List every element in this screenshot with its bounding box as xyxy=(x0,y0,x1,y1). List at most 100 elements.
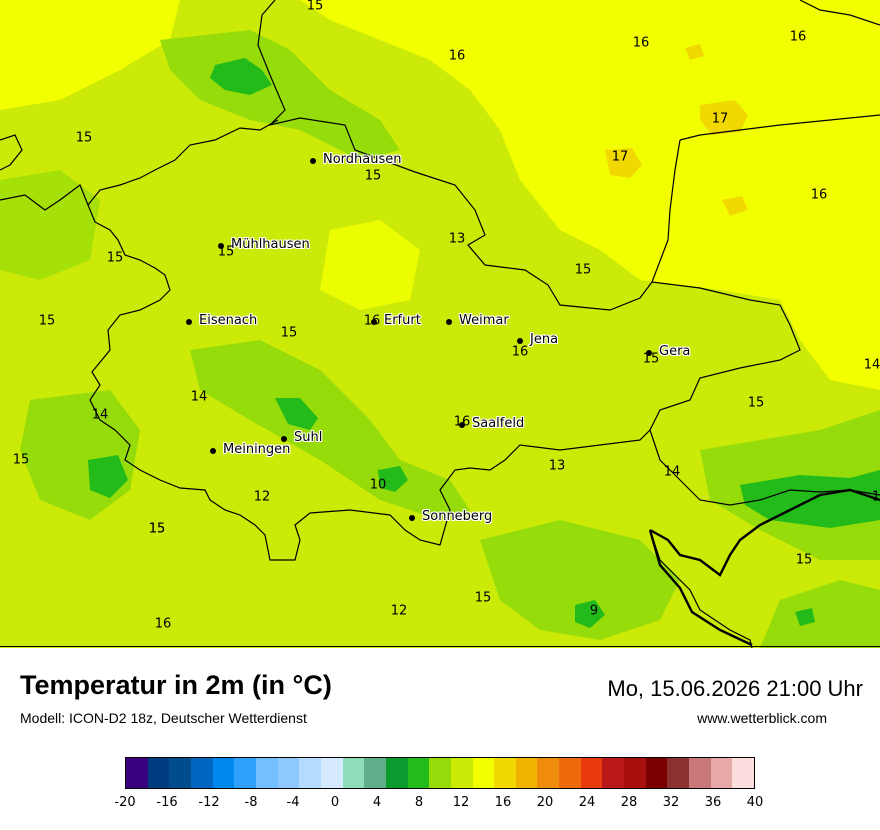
temp-label: 16 xyxy=(453,414,471,430)
color-legend-tick: -16 xyxy=(156,795,178,810)
color-legend-swatch xyxy=(624,758,646,788)
color-legend-swatch xyxy=(320,758,343,788)
color-legend-tick: 8 xyxy=(414,795,424,810)
city-dot xyxy=(517,338,523,344)
color-legend-swatch xyxy=(255,758,278,788)
color-legend-tick: 4 xyxy=(372,795,382,810)
city-dot xyxy=(310,158,316,164)
temp-label: 15 xyxy=(12,452,30,468)
temperature-map: Nordhausen Mühlhausen Eisenach Erfurt We… xyxy=(0,0,880,648)
temp-label: 16 xyxy=(632,35,650,51)
color-legend-ticks: -20 -16 -12 -8 -4 0 4 8 12 16 20 24 28 32 36 40 xyxy=(114,795,763,813)
color-legend-tick: 32 xyxy=(662,795,680,810)
color-legend-swatch xyxy=(277,758,300,788)
color-legend-swatch xyxy=(407,758,430,788)
temp-label: 15 xyxy=(280,325,298,341)
cool-zone-12 xyxy=(210,58,272,95)
forecast-datetime: Mo, 15.06.2026 21:00 Uhr xyxy=(607,676,863,701)
temp-label: 15 xyxy=(75,130,93,146)
temp-label: 12 xyxy=(253,489,271,505)
color-legend-swatch xyxy=(710,758,733,788)
national-border xyxy=(649,488,880,577)
temp-label: 15 xyxy=(747,395,765,411)
temp-label: 15 xyxy=(795,552,813,568)
city-label: Sonneberg xyxy=(422,509,493,524)
temp-label: 17 xyxy=(611,149,629,165)
temp-label: 9 xyxy=(589,603,599,619)
color-legend-swatch xyxy=(515,758,538,788)
color-legend-swatch xyxy=(190,758,213,788)
state-border xyxy=(87,0,801,561)
color-legend-swatch xyxy=(234,758,256,788)
color-legend-tick: -12 xyxy=(198,795,220,810)
color-legend-tick: -8 xyxy=(244,795,258,810)
color-legend-swatch xyxy=(580,758,603,788)
color-legend-swatch xyxy=(689,758,711,788)
color-legend-swatch xyxy=(537,758,560,788)
city-label: Eisenach xyxy=(199,313,258,328)
temp-label: 10 xyxy=(369,477,387,493)
color-legend-tick: -4 xyxy=(286,795,300,810)
temp-label: 1 xyxy=(871,489,880,505)
color-legend-swatch xyxy=(126,758,148,788)
color-legend xyxy=(125,757,755,789)
map-title: Temperatur in 2m (in °C) xyxy=(20,670,332,700)
city-dot xyxy=(446,319,452,325)
color-legend-swatch xyxy=(559,758,581,788)
color-legend-swatch xyxy=(364,758,386,788)
city-label: Gera xyxy=(659,344,691,359)
temp-label: 15 xyxy=(642,351,660,367)
color-legend-tick: 12 xyxy=(452,795,470,810)
map-canvas xyxy=(0,0,880,648)
city-dot xyxy=(371,319,377,325)
color-legend-swatch xyxy=(602,758,625,788)
temp-label: 16 xyxy=(810,187,828,203)
temp-label: 14 xyxy=(863,357,880,373)
color-legend-swatch xyxy=(147,758,170,788)
color-legend-tick: 40 xyxy=(746,795,764,810)
temp-label: 15 xyxy=(474,590,492,606)
temp-label: 16 xyxy=(448,48,466,64)
color-legend-tick: 28 xyxy=(620,795,638,810)
temp-label: 14 xyxy=(91,407,109,423)
color-legend-swatch xyxy=(494,758,516,788)
city-dot xyxy=(409,515,415,521)
color-legend-swatch xyxy=(667,758,690,788)
color-legend-swatch xyxy=(342,758,365,788)
color-legend-tick: 20 xyxy=(536,795,554,810)
temp-label: 17 xyxy=(711,111,729,127)
temp-label: 14 xyxy=(663,464,681,480)
cool-zone-14 xyxy=(160,30,400,160)
website-link[interactable]: www.wetterblick.com xyxy=(697,710,827,726)
temp-label: 14 xyxy=(190,389,208,405)
warm-zone-17 xyxy=(700,100,748,135)
color-legend-swatch xyxy=(472,758,495,788)
city-label: Suhl xyxy=(294,430,323,445)
temp-label: 13 xyxy=(448,231,466,247)
city-label: Jena xyxy=(530,332,559,347)
temp-label: 15 xyxy=(217,244,235,260)
temp-label: 15 xyxy=(574,262,592,278)
city-label: Weimar xyxy=(459,313,509,328)
city-label: Saalfeld xyxy=(472,416,525,431)
color-legend-swatch xyxy=(732,758,755,788)
temp-label: 12 xyxy=(390,603,408,619)
temp-label: 16 xyxy=(511,344,529,360)
city-dot xyxy=(218,243,224,249)
city-dot xyxy=(459,422,465,428)
temp-label: 15 xyxy=(106,250,124,266)
temp-label: 15 xyxy=(148,521,166,537)
city-label: Nordhausen xyxy=(323,152,402,167)
city-label: Mühlhausen xyxy=(231,237,310,252)
color-legend-swatch xyxy=(645,758,668,788)
color-legend-swatch xyxy=(429,758,451,788)
temp-label: 15 xyxy=(38,313,56,329)
city-dot xyxy=(186,319,192,325)
model-source: Modell: ICON-D2 18z, Deutscher Wetterdie… xyxy=(20,710,307,726)
color-legend-swatch xyxy=(450,758,473,788)
city-label: Meiningen xyxy=(223,442,291,457)
color-legend-tick: -20 xyxy=(114,795,136,810)
temp-label: 13 xyxy=(548,458,566,474)
temp-label: 16 xyxy=(154,616,172,632)
color-legend-tick: 24 xyxy=(578,795,596,810)
